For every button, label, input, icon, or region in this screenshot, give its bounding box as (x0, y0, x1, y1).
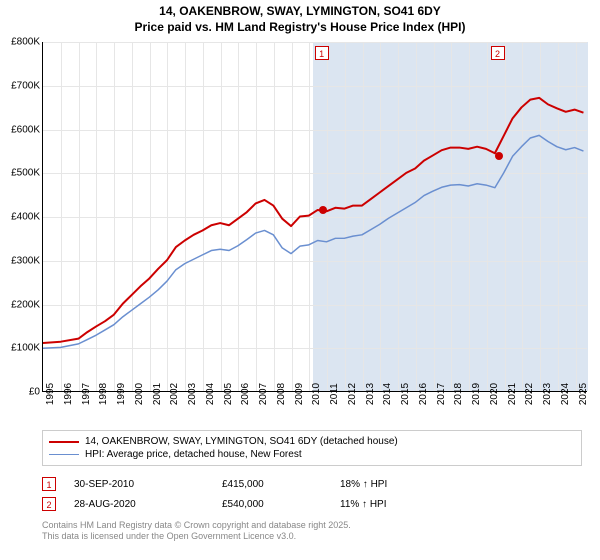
legend-swatch (49, 454, 79, 455)
x-axis-label: 2012 (347, 383, 358, 405)
x-axis-label: 2008 (276, 383, 287, 405)
annotation-row: 2 28-AUG-2020£540,00011% ↑ HPI (42, 494, 468, 514)
line-svg (43, 42, 587, 391)
annotation-marker: 2 (42, 497, 56, 511)
x-axis-label: 2021 (507, 383, 518, 405)
x-axis-label: 2017 (436, 383, 447, 405)
x-axis-label: 2020 (489, 383, 500, 405)
x-axis-label: 2004 (205, 383, 216, 405)
x-axis-label: 2016 (418, 383, 429, 405)
y-axis-label: £700K (11, 80, 40, 91)
x-axis-label: 1997 (81, 383, 92, 405)
plot-area (42, 42, 587, 392)
x-axis-label: 2025 (578, 383, 589, 405)
legend-row: HPI: Average price, detached house, New … (49, 448, 575, 461)
y-axis-label: £300K (11, 255, 40, 266)
transaction-dot (495, 152, 503, 160)
title-line-2: Price paid vs. HM Land Registry's House … (0, 20, 600, 36)
x-axis-label: 2018 (453, 383, 464, 405)
transaction-dot (319, 206, 327, 214)
annotation-date: 28-AUG-2020 (74, 499, 222, 510)
y-axis-label: £500K (11, 168, 40, 179)
legend-box: 14, OAKENBROW, SWAY, LYMINGTON, SO41 6DY… (42, 430, 582, 466)
series-line (43, 98, 583, 343)
title-block: 14, OAKENBROW, SWAY, LYMINGTON, SO41 6DY… (0, 0, 600, 35)
x-axis-label: 2011 (329, 383, 340, 405)
transaction-marker-1: 1 (315, 46, 329, 60)
x-axis-label: 2010 (311, 383, 322, 405)
credit-line-2: This data is licensed under the Open Gov… (42, 531, 351, 542)
annotation-pct: 18% ↑ HPI (340, 479, 468, 490)
y-axis-label: £0 (29, 387, 40, 398)
annotation-marker: 1 (42, 477, 56, 491)
legend-swatch (49, 441, 79, 443)
x-axis-label: 2003 (187, 383, 198, 405)
x-axis-label: 2001 (152, 383, 163, 405)
annotation-pct: 11% ↑ HPI (340, 499, 468, 510)
y-axis-label: £800K (11, 37, 40, 48)
y-axis-label: £400K (11, 212, 40, 223)
x-axis-label: 2009 (294, 383, 305, 405)
annotation-row: 1 30-SEP-2010£415,00018% ↑ HPI (42, 474, 468, 494)
annotation-price: £415,000 (222, 479, 340, 490)
transaction-marker-2: 2 (491, 46, 505, 60)
x-axis-label: 1998 (98, 383, 109, 405)
credit-text: Contains HM Land Registry data © Crown c… (42, 520, 351, 543)
x-axis-label: 2000 (134, 383, 145, 405)
x-axis-label: 2022 (524, 383, 535, 405)
x-axis-label: 1996 (63, 383, 74, 405)
x-axis-label: 1999 (116, 383, 127, 405)
series-line (43, 135, 583, 348)
chart-container: 14, OAKENBROW, SWAY, LYMINGTON, SO41 6DY… (0, 0, 600, 560)
x-axis-label: 2002 (169, 383, 180, 405)
y-axis-label: £200K (11, 299, 40, 310)
title-line-1: 14, OAKENBROW, SWAY, LYMINGTON, SO41 6DY (0, 4, 600, 20)
x-axis-label: 2006 (240, 383, 251, 405)
transaction-table: 1 30-SEP-2010£415,00018% ↑ HPI 2 28-AUG-202… (42, 474, 468, 514)
legend-label: HPI: Average price, detached house, New … (85, 449, 302, 460)
annotation-date: 30-SEP-2010 (74, 479, 222, 490)
y-axis-label: £600K (11, 124, 40, 135)
y-axis-label: £100K (11, 343, 40, 354)
x-axis-label: 2015 (400, 383, 411, 405)
legend-label: 14, OAKENBROW, SWAY, LYMINGTON, SO41 6DY… (85, 436, 398, 447)
x-axis-label: 2023 (542, 383, 553, 405)
x-axis-label: 2005 (223, 383, 234, 405)
credit-line-1: Contains HM Land Registry data © Crown c… (42, 520, 351, 531)
x-axis-label: 2014 (382, 383, 393, 405)
x-axis-label: 2007 (258, 383, 269, 405)
legend-row: 14, OAKENBROW, SWAY, LYMINGTON, SO41 6DY… (49, 435, 575, 448)
annotation-price: £540,000 (222, 499, 340, 510)
x-axis-label: 2019 (471, 383, 482, 405)
x-axis-label: 2013 (365, 383, 376, 405)
x-axis-label: 1995 (45, 383, 56, 405)
x-axis-label: 2024 (560, 383, 571, 405)
